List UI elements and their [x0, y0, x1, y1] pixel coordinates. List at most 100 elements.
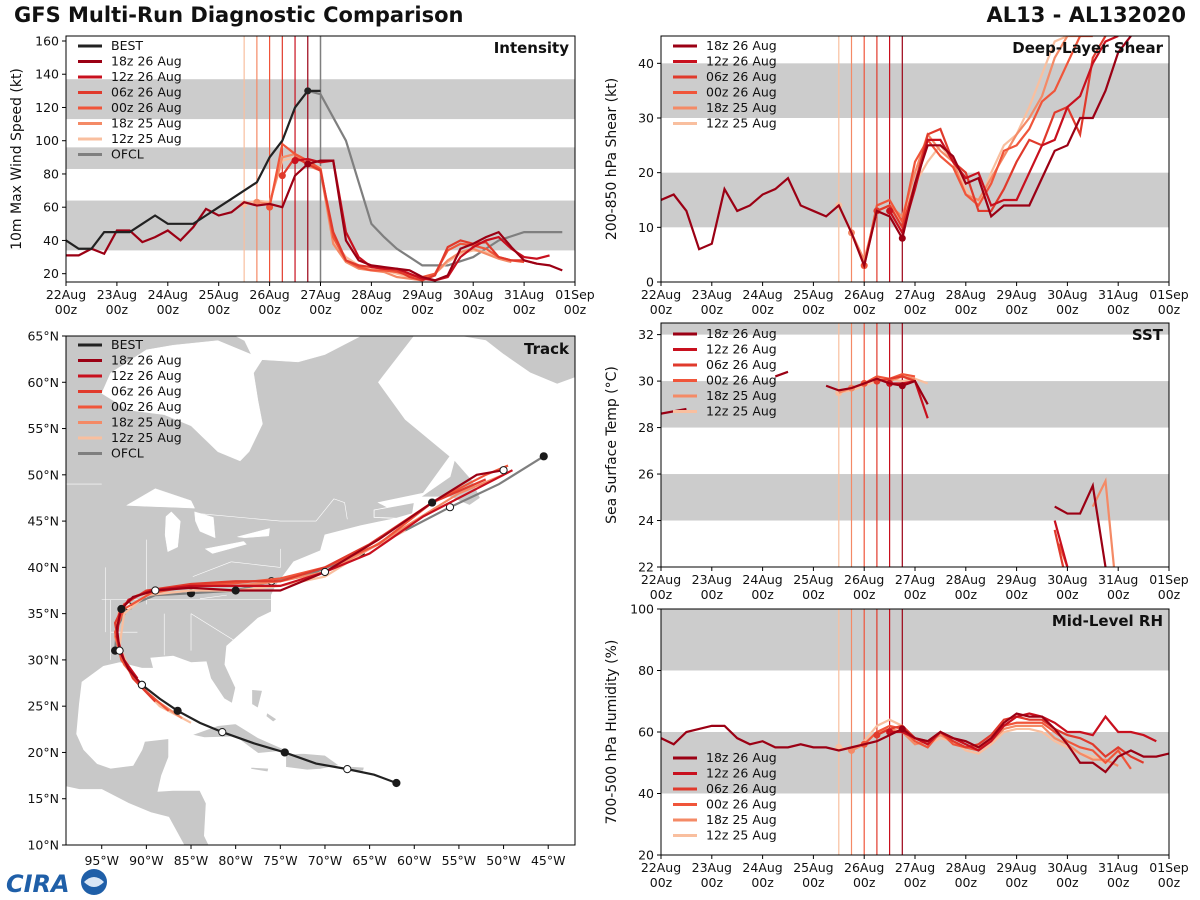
x-tick-hour: 00z	[701, 875, 724, 890]
x-tick-hour: 00z	[462, 302, 485, 317]
legend-label: 00z 26 Aug	[706, 373, 777, 388]
y-tick-label: 120	[35, 100, 59, 115]
series-line	[1053, 520, 1069, 567]
y-tick-label: 160	[35, 33, 59, 48]
x-tick-hour: 00z	[1056, 302, 1079, 317]
x-tick-hour: 00z	[411, 302, 434, 317]
x-tick-label: 31Aug	[1098, 572, 1138, 587]
series-line	[888, 36, 1119, 236]
track-panel: 10°N 15°N 20°N 25°N 30°N 35°N 40°N 45°N 50°N 55°N…	[27, 329, 576, 868]
legend-label: 12z 26 Aug	[706, 342, 777, 357]
legend-label: 12z 25 Aug	[706, 404, 777, 419]
x-tick-label: 60°W	[397, 853, 432, 868]
x-tick-hour: 00z	[1056, 875, 1079, 890]
data-point	[304, 87, 312, 95]
x-tick-label: 55°W	[442, 853, 477, 868]
x-tick-label: 27Aug	[895, 860, 935, 875]
legend-label: BEST	[111, 337, 143, 352]
lake	[101, 340, 263, 462]
x-tick-label: 28Aug	[946, 287, 986, 302]
data-point	[304, 160, 312, 168]
x-tick-label: 25Aug	[199, 287, 239, 302]
y-tick-label: 50°N	[27, 467, 59, 482]
x-tick-hour: 00z	[751, 302, 774, 317]
x-tick-hour: 00z	[701, 302, 724, 317]
x-tick-label: 25Aug	[793, 572, 833, 587]
x-tick-label: 28Aug	[946, 572, 986, 587]
legend-label: 00z 26 Aug	[706, 797, 777, 812]
x-tick-label: 28Aug	[946, 860, 986, 875]
y-tick-label: 30	[638, 111, 654, 126]
x-tick-label: 23Aug	[692, 572, 732, 587]
y-tick-label: 40	[43, 233, 59, 248]
y-tick-label: 20°N	[27, 745, 59, 760]
x-tick-label: 22Aug	[641, 287, 681, 302]
legend-label: 00z 26 Aug	[111, 100, 182, 115]
y-tick-label: 35°N	[27, 606, 59, 621]
shade-band	[661, 381, 1169, 428]
y-tick-label: 0	[646, 275, 654, 290]
legend-label: 06z 26 Aug	[706, 781, 777, 796]
lake	[204, 541, 247, 554]
x-tick-label: 29Aug	[996, 860, 1036, 875]
legend-label: 00z 26 Aug	[706, 85, 777, 100]
y-tick-label: 30	[638, 374, 654, 389]
x-tick-label: 23Aug	[692, 287, 732, 302]
x-tick-label: 27Aug	[895, 287, 935, 302]
track-map-area	[66, 336, 575, 845]
x-tick-label: 80°W	[218, 853, 253, 868]
y-axis-label: 700-500 hPa Humidity (%)	[604, 640, 620, 825]
y-tick-label: 140	[35, 67, 59, 82]
track-point	[137, 680, 147, 689]
x-tick-hour: 00z	[904, 302, 927, 317]
y-tick-label: 55°N	[27, 421, 59, 436]
legend-label: 12z 25 Aug	[111, 131, 182, 146]
storm-id: AL13 - AL132020	[986, 3, 1187, 27]
x-tick-label: 26Aug	[844, 860, 884, 875]
legend-label: 18z 26 Aug	[111, 54, 182, 69]
y-tick-label: 20	[638, 848, 654, 863]
x-tick-hour: 00z	[1005, 875, 1028, 890]
x-tick-label: 90°W	[129, 853, 164, 868]
land-mass	[251, 689, 263, 709]
series-line	[281, 155, 538, 282]
series-line	[661, 36, 1132, 270]
x-tick-hour: 00z	[157, 302, 180, 317]
legend-label: 18z 26 Aug	[706, 326, 777, 341]
x-tick-label: 30Aug	[1047, 572, 1087, 587]
y-tick-label: 40	[638, 786, 654, 801]
x-tick-label: 29Aug	[996, 287, 1036, 302]
x-tick-label: 25Aug	[793, 860, 833, 875]
x-tick-hour: 00z	[904, 875, 927, 890]
x-tick-hour: 00z	[701, 587, 724, 602]
legend-label: 12z 26 Aug	[706, 766, 777, 781]
y-tick-label: 40	[638, 56, 654, 71]
shear-plot-area	[661, 36, 1169, 282]
panel-title: Intensity	[494, 39, 570, 57]
x-tick-hour: 00z	[751, 587, 774, 602]
legend-label: 18z 26 Aug	[706, 750, 777, 765]
track-point	[392, 778, 401, 788]
series-line	[66, 159, 563, 282]
legend-label: 18z 25 Aug	[111, 116, 182, 131]
x-tick-label: 70°W	[308, 853, 343, 868]
land-mass	[250, 766, 270, 773]
legend-label: 18z 25 Aug	[111, 415, 182, 430]
x-tick-label: 28Aug	[351, 287, 391, 302]
border-line	[199, 498, 348, 522]
data-point	[873, 731, 881, 739]
x-tick-label: 65°W	[352, 853, 387, 868]
border-line	[199, 594, 227, 600]
x-tick-hour: 00z	[1005, 587, 1028, 602]
x-tick-label: 30Aug	[1047, 287, 1087, 302]
y-tick-label: 100	[35, 133, 59, 148]
x-tick-hour: 00z	[853, 587, 876, 602]
data-point	[898, 382, 906, 390]
border-line	[231, 548, 281, 568]
series-line	[307, 89, 563, 267]
x-tick-hour: 00z	[650, 302, 673, 317]
legend-label: BEST	[111, 38, 143, 53]
series-line	[1054, 481, 1107, 567]
x-tick-hour: 00z	[55, 302, 78, 317]
y-tick-label: 100	[630, 602, 654, 617]
